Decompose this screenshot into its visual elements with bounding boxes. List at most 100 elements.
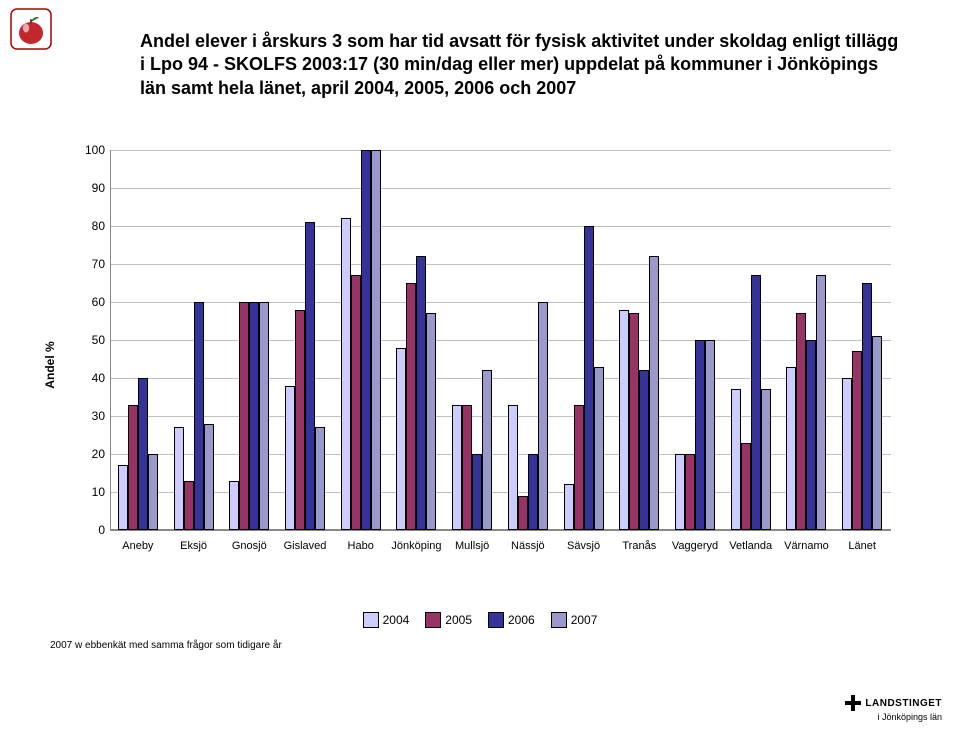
legend-item: 2005 bbox=[425, 612, 472, 628]
bar bbox=[675, 454, 685, 530]
x-tick-label: Gnosjö bbox=[232, 540, 267, 552]
y-tick-label: 40 bbox=[50, 371, 105, 385]
y-tick-label: 20 bbox=[50, 447, 105, 461]
x-tick-label: Jönköping bbox=[391, 540, 441, 552]
y-tick-label: 80 bbox=[50, 219, 105, 233]
x-tick-label: Värnamo bbox=[784, 540, 829, 552]
bar bbox=[305, 222, 315, 530]
bar bbox=[229, 481, 239, 530]
y-tick-label: 70 bbox=[50, 257, 105, 271]
bar bbox=[285, 386, 295, 530]
bar bbox=[639, 370, 649, 530]
bar bbox=[761, 389, 771, 530]
bar bbox=[406, 283, 416, 530]
bar bbox=[482, 370, 492, 530]
x-tick-label: Vetlanda bbox=[729, 540, 772, 552]
bar bbox=[204, 424, 214, 530]
x-tick-label: Eksjö bbox=[180, 540, 207, 552]
bar bbox=[341, 218, 351, 530]
bar bbox=[396, 348, 406, 530]
bar bbox=[472, 454, 482, 530]
bar bbox=[416, 256, 426, 530]
bar bbox=[594, 367, 604, 530]
bar bbox=[538, 302, 548, 530]
legend-label: 2007 bbox=[571, 613, 598, 627]
bar bbox=[741, 443, 751, 530]
bars-layer bbox=[110, 150, 890, 530]
bar bbox=[174, 427, 184, 530]
bar bbox=[118, 465, 128, 530]
bar bbox=[695, 340, 705, 530]
x-tick-label: Vaggeryd bbox=[672, 540, 718, 552]
bar bbox=[705, 340, 715, 530]
y-tick-label: 100 bbox=[50, 143, 105, 157]
bar bbox=[619, 310, 629, 530]
bar bbox=[786, 367, 796, 530]
x-tick-label: Aneby bbox=[122, 540, 153, 552]
bar bbox=[259, 302, 269, 530]
bar bbox=[508, 405, 518, 530]
legend-swatch bbox=[551, 612, 567, 628]
y-tick-label: 0 bbox=[50, 523, 105, 537]
landstinget-logo: LANDSTINGET i Jönköpings län bbox=[844, 694, 942, 722]
bar bbox=[796, 313, 806, 530]
landstinget-logo-main: LANDSTINGET bbox=[844, 694, 942, 712]
bar bbox=[239, 302, 249, 530]
x-tick-label: Gislaved bbox=[284, 540, 327, 552]
legend-item: 2006 bbox=[488, 612, 535, 628]
bar bbox=[649, 256, 659, 530]
chart-title-text: Andel elever i årskurs 3 som har tid avs… bbox=[140, 30, 900, 100]
bar bbox=[148, 454, 158, 530]
bar bbox=[462, 405, 472, 530]
y-tick-label: 60 bbox=[50, 295, 105, 309]
legend-label: 2004 bbox=[383, 613, 410, 627]
x-tick-label: Tranås bbox=[622, 540, 656, 552]
legend-label: 2006 bbox=[508, 613, 535, 627]
bar bbox=[351, 275, 361, 530]
bar bbox=[138, 378, 148, 530]
bar bbox=[315, 427, 325, 530]
x-tick-label: Länet bbox=[848, 540, 876, 552]
legend: 2004 2005 2006 2007 bbox=[0, 612, 960, 628]
chart: Andel % 0102030405060708090100 AnebyEksj… bbox=[50, 150, 900, 580]
bar bbox=[295, 310, 305, 530]
apple-icon bbox=[10, 8, 52, 50]
legend-item: 2007 bbox=[551, 612, 598, 628]
bar bbox=[184, 481, 194, 530]
y-tick-label: 30 bbox=[50, 409, 105, 423]
bar bbox=[872, 336, 882, 530]
legend-swatch bbox=[425, 612, 441, 628]
cross-icon bbox=[844, 694, 862, 712]
legend-item: 2004 bbox=[363, 612, 410, 628]
x-tick-label: Nässjö bbox=[511, 540, 545, 552]
landstinget-logo-sub: i Jönköpings län bbox=[844, 712, 942, 722]
y-tick-label: 90 bbox=[50, 181, 105, 195]
bar bbox=[816, 275, 826, 530]
x-tick-label: Habo bbox=[348, 540, 374, 552]
bar bbox=[518, 496, 528, 530]
bar bbox=[361, 150, 371, 530]
bar bbox=[564, 484, 574, 530]
legend-label: 2005 bbox=[445, 613, 472, 627]
y-tick-label: 50 bbox=[50, 333, 105, 347]
bar bbox=[751, 275, 761, 530]
bar bbox=[862, 283, 872, 530]
bar bbox=[249, 302, 259, 530]
bar bbox=[128, 405, 138, 530]
bar bbox=[426, 313, 436, 530]
bar bbox=[731, 389, 741, 530]
bar bbox=[574, 405, 584, 530]
bar bbox=[452, 405, 462, 530]
x-tick-label: Sävsjö bbox=[567, 540, 600, 552]
bar bbox=[584, 226, 594, 530]
bar bbox=[528, 454, 538, 530]
bar bbox=[685, 454, 695, 530]
bar bbox=[629, 313, 639, 530]
apple-logo bbox=[10, 8, 52, 55]
chart-title: Andel elever i årskurs 3 som har tid avs… bbox=[140, 30, 900, 100]
x-tick-label: Mullsjö bbox=[455, 540, 489, 552]
y-tick-label: 10 bbox=[50, 485, 105, 499]
bar bbox=[842, 378, 852, 530]
bar bbox=[194, 302, 204, 530]
footnote: 2007 w ebbenkät med samma frågor som tid… bbox=[50, 640, 282, 651]
